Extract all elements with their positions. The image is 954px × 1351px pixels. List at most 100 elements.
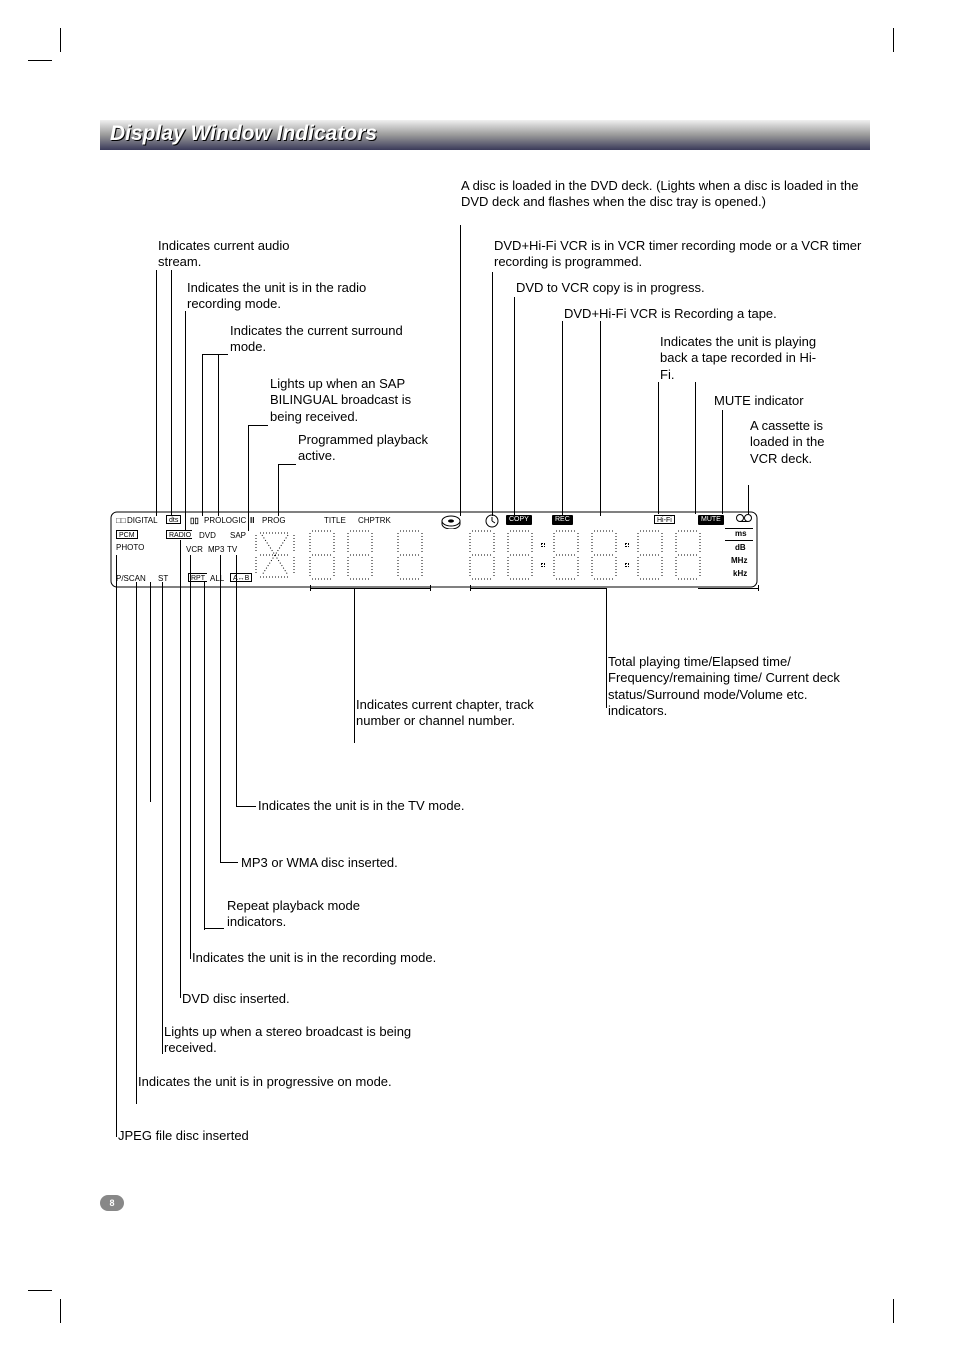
- disp-st: ST: [158, 574, 168, 583]
- seven-seg: [634, 529, 668, 581]
- leader-line: [600, 321, 601, 516]
- crop-mark: [893, 1299, 894, 1323]
- leader-line: [695, 382, 696, 514]
- leader-line: [658, 382, 659, 514]
- disp-mp3: MP3: [208, 545, 224, 554]
- disp-all: ALL: [210, 574, 224, 583]
- callout-tv-mode: Indicates the unit is in the TV mode.: [258, 798, 464, 814]
- callout-hifi-tape: Indicates the unit is playing back a tap…: [660, 334, 830, 383]
- leader-line: [562, 321, 563, 516]
- disp-digital: DIGITAL: [127, 516, 158, 525]
- leader-line: [470, 588, 606, 589]
- disp-mute: MUTE: [698, 515, 724, 525]
- disp-title: TITLE: [324, 516, 346, 525]
- callout-jpeg: JPEG file disc inserted: [118, 1128, 249, 1144]
- disp-copy: COPY: [506, 515, 532, 525]
- disp-dvd: DVD: [199, 531, 216, 540]
- leader-line: [220, 862, 238, 863]
- crop-mark: [60, 28, 61, 52]
- disp-prologic: PROLOGIC: [204, 516, 246, 525]
- leader-line: [310, 585, 311, 591]
- callout-surround-mode: Indicates the current surround mode.: [230, 323, 410, 356]
- leader-line: [514, 297, 515, 516]
- leader-line: [218, 354, 219, 516]
- divider: [725, 540, 753, 541]
- disc-icon: [440, 513, 462, 529]
- disp-dolby: □□: [116, 516, 126, 525]
- callout-disc-loaded: A disc is loaded in the DVD deck. (Light…: [461, 178, 861, 211]
- disp-tv: TV: [227, 545, 237, 554]
- disp-db: dB: [735, 543, 746, 552]
- disp-khz: kHz: [733, 569, 747, 578]
- crop-mark: [893, 28, 894, 52]
- dot-frame: [300, 526, 430, 584]
- cassette-icon: [736, 514, 752, 524]
- leader-line: [220, 555, 221, 863]
- leader-line: [156, 270, 157, 516]
- leader-line: [204, 582, 205, 930]
- seven-seg: [466, 529, 500, 581]
- disp-mhz: MHz: [731, 556, 747, 565]
- leader-line: [278, 464, 279, 516]
- crop-mark: [28, 1290, 52, 1291]
- callout-chapter: Indicates current chapter, track number …: [356, 697, 556, 730]
- disp-chptrk: CHPTRK: [358, 516, 391, 525]
- leader-line: [136, 582, 137, 1104]
- leader-line: [354, 588, 430, 589]
- disp-prog: PROG: [262, 516, 286, 525]
- callout-pscan: Indicates the unit is in progressive on …: [138, 1074, 398, 1090]
- leader-line: [180, 540, 181, 998]
- disp-radio: RADIO: [166, 530, 192, 539]
- leader-line: [150, 582, 151, 802]
- leader-line: [236, 806, 256, 807]
- starburst-icon: [250, 529, 302, 581]
- callout-total-time: Total playing time/Elapsed time/ Frequen…: [608, 654, 858, 719]
- disp-pscan: P/SCAN: [116, 574, 146, 583]
- callout-recording-tape: DVD+Hi-Fi VCR is Recording a tape.: [564, 306, 777, 322]
- disp-ii: II: [250, 516, 254, 525]
- callout-vcr-timer: DVD+Hi-Fi VCR is in VCR timer recording …: [494, 238, 874, 271]
- colon: [624, 529, 630, 581]
- callout-sap: Lights up when an SAP BILINGUAL broadcas…: [270, 376, 440, 425]
- leader-line: [171, 270, 172, 516]
- display-panel: □□ DIGITAL dts ▯▯ PROLOGIC II PROG TITLE…: [110, 511, 758, 588]
- callout-dvd-vcr-copy: DVD to VCR copy is in progress.: [516, 280, 705, 296]
- callout-radio-mode: Indicates the unit is in the radio recor…: [187, 280, 387, 313]
- callout-mute: MUTE indicator: [714, 393, 804, 409]
- disp-ab: A↔B: [230, 573, 252, 582]
- callout-stereo: Lights up when a stereo broadcast is bei…: [164, 1024, 424, 1057]
- leader-line: [470, 585, 471, 591]
- leader-line: [116, 555, 117, 1137]
- leader-line: [236, 555, 237, 807]
- page: Display Window Indicators A disc is load…: [0, 0, 954, 1351]
- leader-line: [492, 272, 493, 516]
- leader-line: [202, 354, 228, 355]
- page-number-badge: 8: [100, 1195, 124, 1211]
- leader-line: [460, 225, 461, 516]
- leader-line: [698, 588, 758, 589]
- callout-dvd-inserted: DVD disc inserted.: [182, 991, 290, 1007]
- leader-line: [162, 582, 163, 1054]
- leader-line: [204, 928, 224, 929]
- leader-line: [722, 410, 723, 514]
- leader-line: [190, 555, 191, 959]
- disp-ms: ms: [735, 529, 747, 538]
- leader-line: [310, 588, 354, 589]
- leader-line: [430, 585, 431, 591]
- colon: [540, 529, 546, 581]
- disp-prologic-icon: ▯▯: [190, 516, 199, 525]
- crop-mark: [60, 1299, 61, 1323]
- seven-seg: [550, 529, 584, 581]
- disp-dts: dts: [166, 515, 181, 524]
- divider: [725, 528, 753, 529]
- disp-photo: PHOTO: [116, 543, 144, 552]
- leader-line: [248, 425, 268, 426]
- disp-sap: SAP: [230, 531, 246, 540]
- callout-repeat: Repeat playback mode indicators.: [227, 898, 367, 931]
- section-title: Display Window Indicators: [110, 122, 377, 146]
- disp-rec: REC: [552, 515, 573, 525]
- callout-cassette-loaded: A cassette is loaded in the VCR deck.: [750, 418, 850, 467]
- seven-seg: [588, 529, 622, 581]
- leader-line: [748, 485, 749, 514]
- callout-programmed: Programmed playback active.: [298, 432, 438, 465]
